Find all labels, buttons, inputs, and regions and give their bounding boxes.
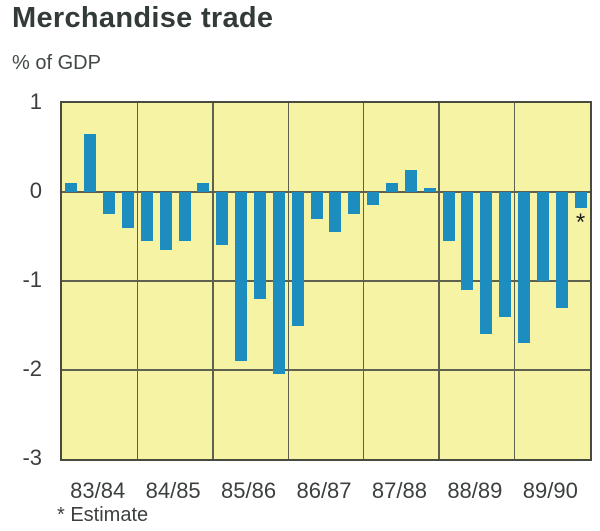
vertical-gridline — [438, 103, 440, 459]
x-tick-label-85-86: 85/86 — [221, 478, 277, 503]
bar-89-90-q1 — [518, 192, 530, 344]
bar-83-84-q1 — [65, 183, 78, 192]
bar-86-87-q1 — [291, 192, 304, 326]
bar-85-86-q2 — [235, 192, 248, 362]
y-tick-label: -2 — [22, 356, 42, 381]
bar-83-84-q4 — [122, 192, 134, 228]
x-tick-label-83-84: 83/84 — [70, 478, 126, 503]
plot-area: * — [60, 101, 592, 461]
bar-86-87-q2 — [310, 192, 323, 219]
bar-84-85-q2 — [159, 192, 172, 250]
bar-83-84-q2 — [84, 134, 97, 192]
bar-88-89-q1 — [442, 192, 455, 241]
x-tick-label-86-87: 86/87 — [296, 478, 352, 503]
horizontal-gridline — [62, 280, 590, 282]
bar-84-85-q1 — [140, 192, 153, 241]
chart-title: Merchandise trade — [12, 2, 274, 34]
bar-84-85-q4 — [197, 183, 210, 192]
bar-87-88-q1 — [367, 192, 380, 206]
vertical-gridline — [136, 103, 139, 459]
bar-83-84-q3 — [103, 192, 116, 215]
estimate-asterisk-marker: * — [575, 209, 586, 237]
bar-88-89-q3 — [480, 192, 493, 335]
vertical-gridline — [362, 103, 365, 459]
bar-85-86-q4 — [272, 192, 285, 375]
bar-89-90-q2 — [536, 192, 549, 281]
y-tick-label: -3 — [22, 445, 42, 470]
bar-87-88-q3 — [404, 169, 417, 192]
bar-88-89-q2 — [461, 192, 474, 290]
bar-88-89-q4 — [499, 192, 512, 317]
bar-89-90-q4 — [574, 192, 587, 209]
x-tick-label-84-85: 84/85 — [145, 478, 201, 503]
vertical-gridline — [513, 103, 516, 459]
vertical-gridline — [287, 103, 290, 459]
horizontal-gridline — [62, 369, 590, 371]
x-tick-label-89-90: 89/90 — [522, 478, 578, 503]
estimate-footnote: * Estimate — [57, 504, 149, 526]
x-tick-label-87-88: 87/88 — [371, 478, 427, 503]
bar-84-85-q3 — [178, 192, 191, 241]
bar-87-88-q2 — [386, 183, 398, 192]
bar-86-87-q4 — [348, 192, 361, 215]
bar-85-86-q3 — [254, 192, 266, 299]
bar-85-86-q1 — [216, 192, 229, 246]
x-tick-label-88-89: 88/89 — [447, 478, 503, 503]
vertical-gridline — [212, 103, 214, 459]
bar-86-87-q3 — [329, 192, 342, 233]
bar-89-90-q3 — [555, 192, 568, 308]
y-tick-label: 0 — [29, 178, 42, 203]
y-tick-label: -1 — [22, 267, 42, 292]
zero-axis-line — [62, 191, 590, 193]
y-tick-label: 1 — [29, 89, 42, 114]
bar-87-88-q4 — [423, 187, 436, 192]
y-axis-unit-label: % of GDP — [12, 52, 101, 74]
